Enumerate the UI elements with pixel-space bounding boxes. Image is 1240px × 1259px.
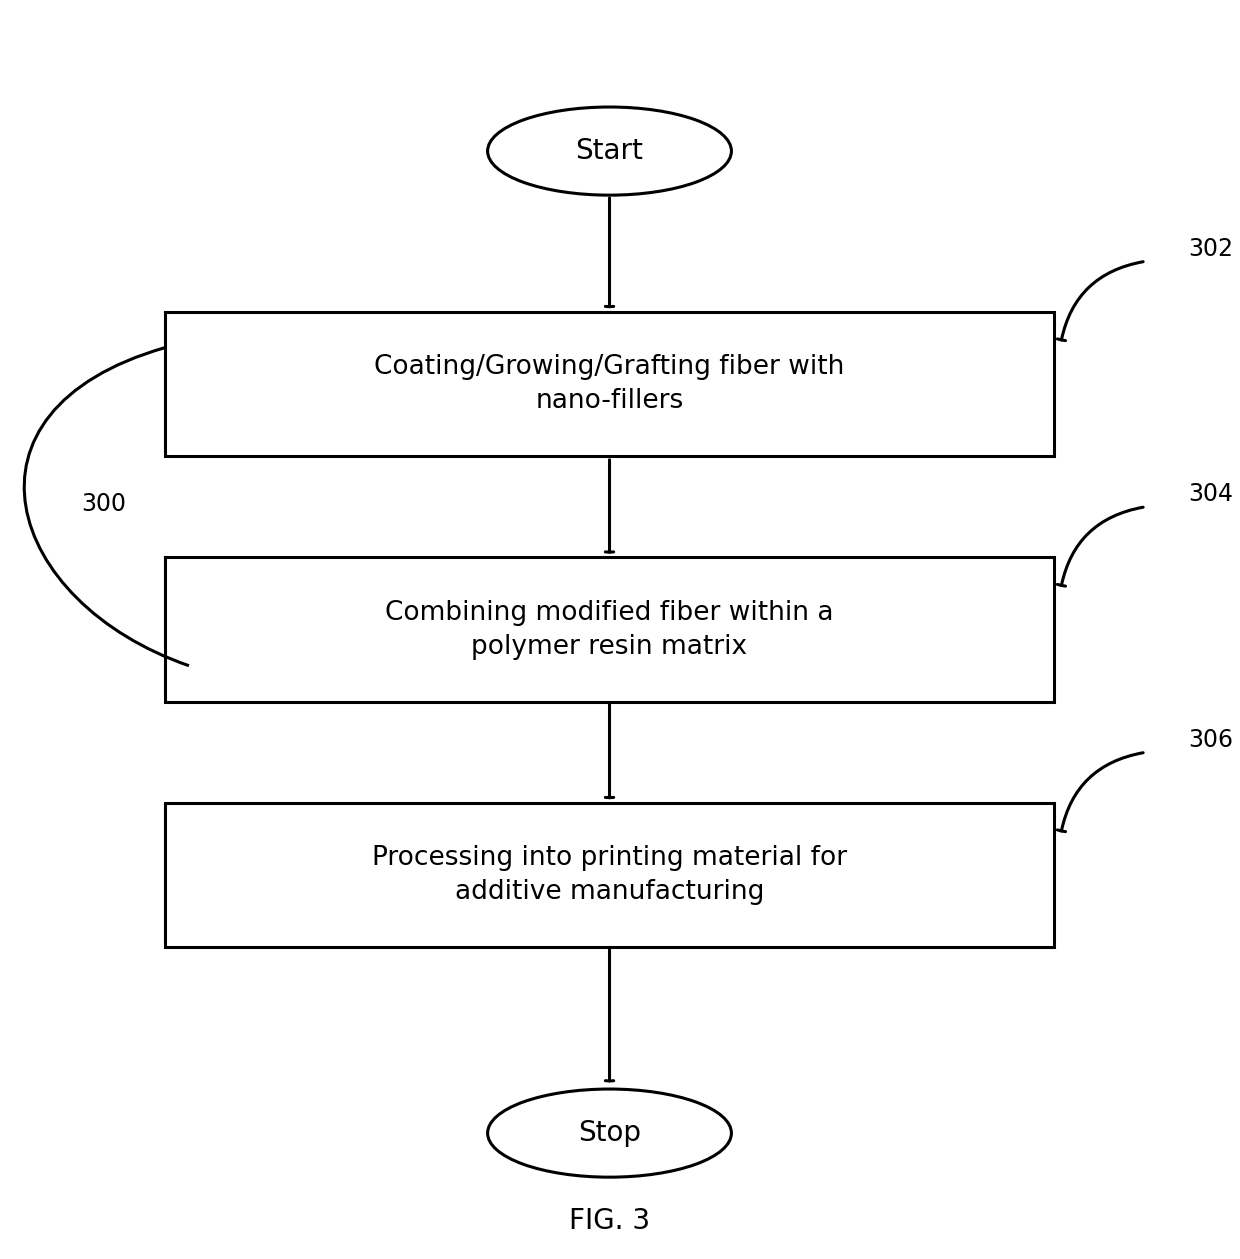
Text: 306: 306 — [1189, 728, 1234, 752]
Bar — [165, 803, 1054, 947]
Text: 300: 300 — [81, 491, 126, 516]
Text: Coating/Growing/Grafting fiber with
nano-fillers: Coating/Growing/Grafting fiber with nano… — [374, 354, 844, 414]
Text: Combining modified fiber within a
polymer resin matrix: Combining modified fiber within a polyme… — [386, 599, 833, 660]
Text: Start: Start — [575, 137, 644, 165]
Text: 302: 302 — [1189, 237, 1234, 261]
Text: FIG. 3: FIG. 3 — [569, 1207, 650, 1235]
Text: Stop: Stop — [578, 1119, 641, 1147]
Bar — [165, 312, 1054, 457]
Text: Processing into printing material for
additive manufacturing: Processing into printing material for ad… — [372, 845, 847, 905]
Text: 304: 304 — [1189, 482, 1234, 506]
Ellipse shape — [487, 107, 732, 195]
Ellipse shape — [487, 1089, 732, 1177]
Bar — [165, 558, 1054, 703]
